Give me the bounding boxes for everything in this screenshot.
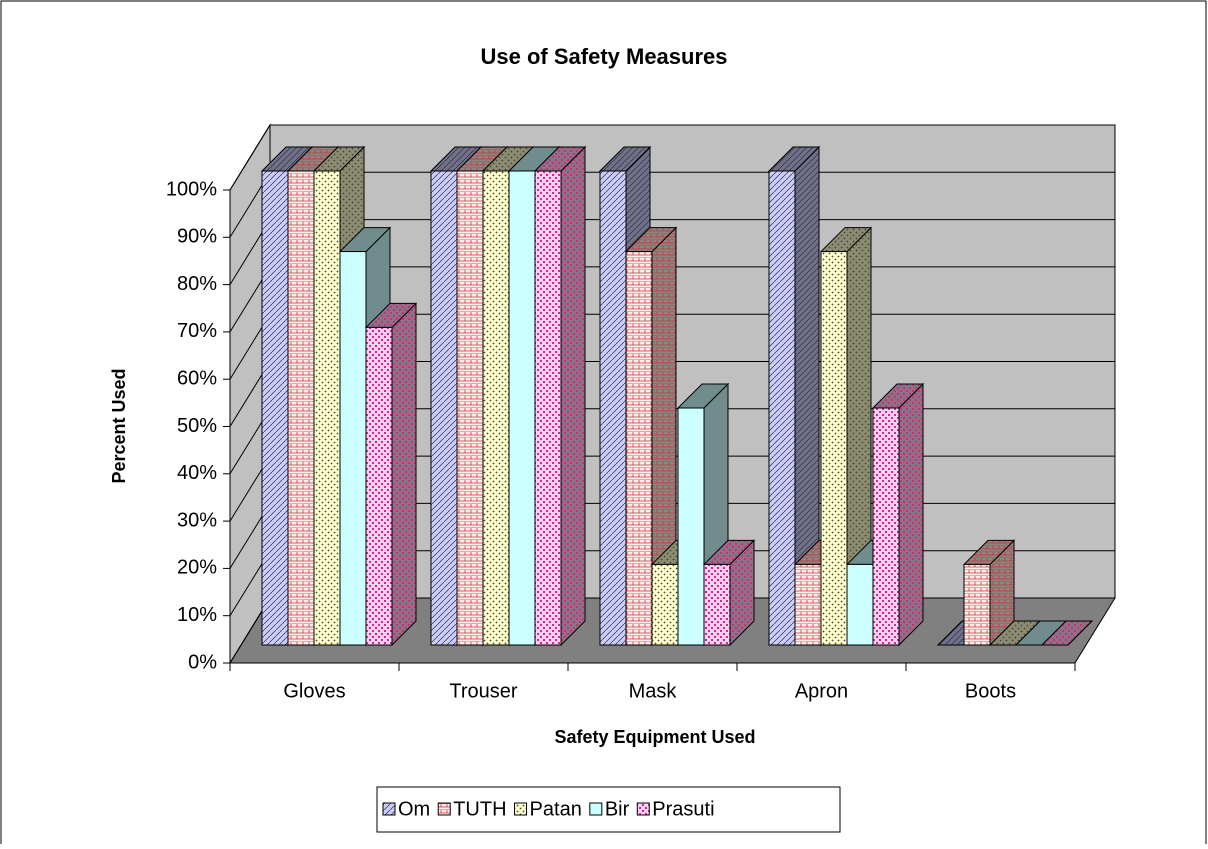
bar [625, 251, 653, 646]
bar [313, 170, 341, 646]
y-tick-label: 50% [177, 415, 217, 437]
chart-title: Use of Safety Measures [481, 44, 728, 69]
bar [820, 251, 848, 646]
legend-swatch [437, 802, 451, 816]
bar [456, 170, 484, 646]
bar [872, 407, 900, 646]
legend-swatch [636, 802, 650, 816]
bar [339, 251, 367, 646]
legend-box [376, 786, 841, 833]
legend-label: Bir [605, 798, 630, 820]
x-axis-label: Safety Equipment Used [554, 727, 755, 747]
y-tick-label: 40% [177, 462, 217, 484]
bar-side [391, 302, 417, 647]
legend-swatch [589, 802, 603, 816]
bar [482, 170, 510, 646]
y-tick-label: 0% [188, 651, 217, 673]
x-tick-label: Trouser [449, 680, 518, 702]
bar [963, 563, 991, 646]
y-tick-label: 60% [177, 367, 217, 389]
bar [534, 170, 562, 646]
legend-label: Patan [530, 798, 582, 820]
bar [768, 170, 796, 646]
bar-top [1040, 620, 1094, 646]
legend-swatch [382, 802, 396, 816]
bar [508, 170, 536, 646]
bar [677, 407, 705, 646]
legend-label: Prasuti [652, 798, 714, 820]
x-tick-label: Gloves [283, 680, 345, 702]
bar [430, 170, 458, 646]
bar [846, 563, 874, 646]
y-tick-label: 90% [177, 226, 217, 248]
legend-label: TUTH [453, 798, 506, 820]
y-tick-label: 70% [177, 320, 217, 342]
legend-swatch [514, 802, 528, 816]
x-tick-label: Apron [795, 680, 848, 702]
y-tick-label: 80% [177, 273, 217, 295]
y-tick-label: 20% [177, 557, 217, 579]
y-tick-label: 30% [177, 509, 217, 531]
bar [599, 170, 627, 646]
y-axis-label: Percent Used [109, 368, 129, 483]
bar [365, 326, 393, 646]
x-tick-label: Mask [629, 680, 678, 702]
grid-line [229, 124, 271, 191]
y-tick-label: 10% [177, 604, 217, 626]
bar [261, 170, 289, 646]
y-tick-label: 100% [166, 178, 217, 200]
legend-label: Om [398, 798, 430, 820]
bar [287, 170, 315, 646]
bar [794, 563, 822, 646]
x-tick-label: Boots [965, 680, 1016, 702]
bar-side [560, 145, 586, 647]
bar-side [898, 382, 924, 647]
bar [651, 563, 679, 646]
bar [703, 563, 731, 646]
